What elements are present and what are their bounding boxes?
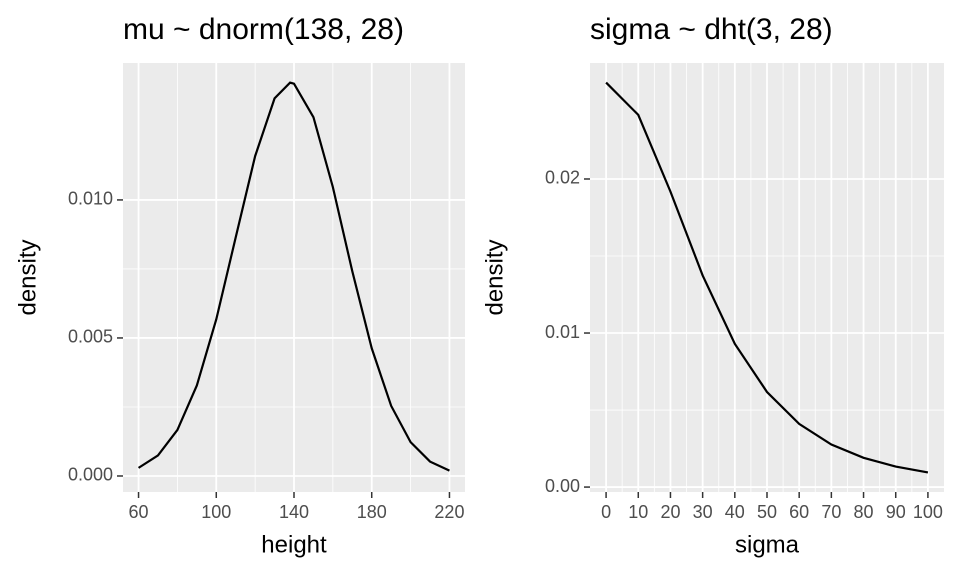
y-tick-label: 0.000: [68, 465, 113, 485]
x-tick-label: 60: [129, 502, 149, 522]
x-tick-label: 10: [628, 502, 648, 522]
y-tick-label: 0.02: [545, 168, 580, 188]
x-tick-label: 40: [725, 502, 745, 522]
y-axis-title: density: [14, 239, 41, 315]
x-axis-title: height: [261, 531, 327, 558]
x-tick-label: 70: [821, 502, 841, 522]
density-line: [605, 81, 929, 474]
x-tick-label: 100: [201, 502, 231, 522]
x-tick-label: 220: [434, 502, 464, 522]
x-axis-title: sigma: [735, 531, 800, 558]
y-tick-label: 0.010: [68, 189, 113, 209]
x-tick-label: 50: [757, 502, 777, 522]
x-tick-label: 90: [886, 502, 906, 522]
panel: 0 10 20 30 40 50 60 70 80 90 100 0.00 0.01 0.02 sigma …: [481, 13, 944, 558]
x-tick-label: 180: [357, 502, 387, 522]
y-tick-label: 0.005: [68, 327, 113, 347]
x-tick-label: 60: [789, 502, 809, 522]
density-line: [137, 81, 450, 472]
y-tick-label: 0.00: [545, 476, 580, 496]
panel: 60 100 140 180 220 0.000 0.005 0.010 mu ~ dnorm(…: [14, 13, 465, 558]
x-tick-label: 30: [693, 502, 713, 522]
y-tick-label: 0.01: [545, 322, 580, 342]
x-tick-label: 100: [913, 502, 943, 522]
chart-title: sigma ~ dht(3, 28): [590, 13, 833, 46]
x-tick-label: 140: [279, 502, 309, 522]
x-tick-label: 20: [660, 502, 680, 522]
x-tick-label: 0: [601, 502, 611, 522]
x-tick-label: 80: [854, 502, 874, 522]
chart-title: mu ~ dnorm(138, 28): [123, 13, 404, 46]
y-axis-title: density: [481, 239, 508, 315]
